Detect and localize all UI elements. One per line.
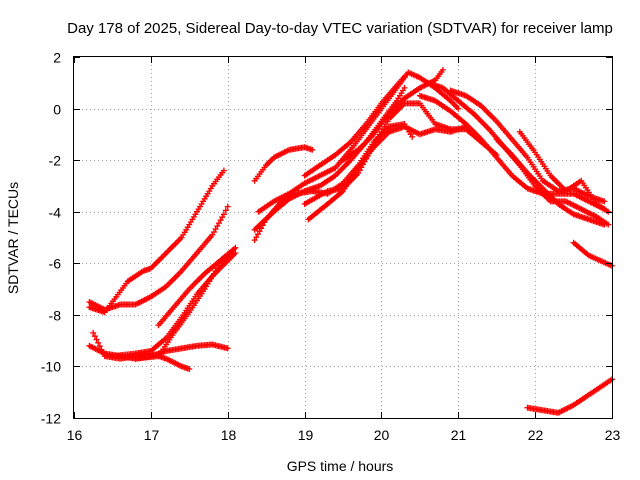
y-tick-label: -6 xyxy=(49,256,62,272)
y-tick-label: -12 xyxy=(41,411,61,427)
series-arc-08 xyxy=(251,144,316,184)
x-tick-label: 20 xyxy=(374,427,390,443)
x-axis-label: GPS time / hours xyxy=(287,458,394,474)
data-points xyxy=(570,239,615,269)
series-arc-02 xyxy=(86,167,227,316)
y-tick-label: -2 xyxy=(49,153,62,169)
series-arc-19 xyxy=(493,136,608,228)
data-points xyxy=(301,69,462,179)
series-arc-12 xyxy=(301,69,462,179)
data-points xyxy=(301,100,500,207)
series-arc-21 xyxy=(570,239,615,269)
series-arc-07 xyxy=(132,250,235,362)
series-arc-22 xyxy=(524,376,615,416)
data-points xyxy=(251,144,316,184)
y-tick-label: -10 xyxy=(41,359,61,375)
x-tick-label: 21 xyxy=(451,427,467,443)
data-points xyxy=(493,136,608,228)
data-points xyxy=(305,123,469,223)
data-layer xyxy=(86,66,615,416)
data-points xyxy=(251,121,416,244)
chart-title: Day 178 of 2025, Sidereal Day-to-day VTE… xyxy=(67,20,613,37)
x-tick-label: 22 xyxy=(528,427,544,443)
data-points xyxy=(516,128,612,215)
y-tick-label: -8 xyxy=(49,308,62,324)
grid-layer xyxy=(74,57,612,418)
data-points xyxy=(524,376,615,416)
x-tick-label: 17 xyxy=(144,427,160,443)
data-points xyxy=(86,167,227,316)
y-axis-label: SDTVAR / TECUs xyxy=(5,182,21,294)
series-arc-20 xyxy=(516,128,612,215)
plot-frame xyxy=(73,56,613,419)
x-tick-label: 23 xyxy=(605,427,621,443)
series-arc-13 xyxy=(305,123,469,223)
tick-layer: 16 17 18 19 20 21 22 23 -12 -10 -8 -6 -4 -2 0 2 xyxy=(41,50,621,444)
y-tick-label: 0 xyxy=(53,102,61,118)
data-points xyxy=(255,74,408,215)
y-tick-label: 2 xyxy=(53,50,61,66)
series-arc-14 xyxy=(301,100,500,207)
x-tick-label: 18 xyxy=(221,427,237,443)
series-arc-10 xyxy=(255,74,408,215)
x-tick-label: 16 xyxy=(67,427,83,443)
data-points xyxy=(132,250,235,362)
x-tick-label: 19 xyxy=(298,427,314,443)
series-arc-09 xyxy=(251,121,416,244)
y-tick-label: -4 xyxy=(49,205,62,221)
